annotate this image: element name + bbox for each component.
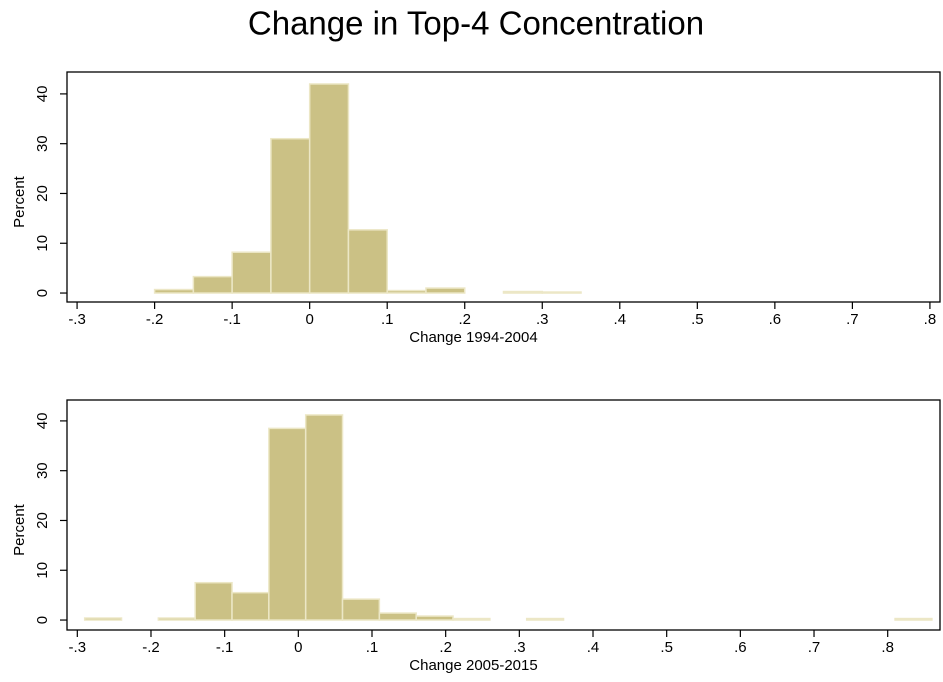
x-tick-label: .5 — [691, 311, 704, 328]
bar — [270, 137, 311, 294]
x-tick-label: .7 — [846, 311, 859, 328]
x-tick-label: .2 — [439, 639, 452, 656]
bar — [304, 414, 344, 621]
x-tick-label: .6 — [769, 311, 782, 328]
y-tick-label: 0 — [34, 289, 51, 297]
plot-frame — [66, 399, 941, 631]
x-axis-label: Change 1994-2004 — [409, 329, 537, 346]
bar — [231, 591, 270, 621]
y-tick-label: 10 — [34, 562, 51, 579]
x-tick-label: -.3 — [68, 311, 86, 328]
bar — [194, 581, 233, 621]
x-tick-label: .2 — [458, 311, 471, 328]
x-tick-label: .4 — [614, 311, 627, 328]
bar — [347, 229, 388, 294]
x-tick-label: .1 — [381, 311, 394, 328]
x-tick-label: .5 — [660, 639, 673, 656]
y-tick-label: 20 — [34, 512, 51, 529]
x-tick-label: .7 — [808, 639, 821, 656]
bar — [525, 617, 565, 621]
x-tick-label: .8 — [881, 639, 894, 656]
bar — [308, 83, 350, 294]
x-tick-label: .8 — [924, 311, 937, 328]
x-tick-label: .6 — [734, 639, 747, 656]
x-tick-label: -.2 — [146, 311, 164, 328]
bar — [378, 612, 417, 621]
bar — [153, 288, 195, 294]
x-tick-label: -.2 — [142, 639, 160, 656]
x-tick-label: .1 — [366, 639, 379, 656]
bar — [425, 287, 466, 294]
bar — [268, 427, 307, 621]
bar — [231, 251, 272, 294]
y-tick-label: 40 — [34, 86, 51, 103]
bar — [502, 290, 544, 294]
x-tick-label: .3 — [513, 639, 526, 656]
chart-title: Change in Top-4 Concentration — [248, 5, 704, 42]
bar — [415, 615, 454, 621]
y-tick-label: 30 — [34, 462, 51, 479]
x-tick-label: -.1 — [223, 311, 241, 328]
bar — [341, 598, 381, 621]
bar — [894, 617, 933, 621]
bar — [157, 617, 196, 621]
plot-frame — [66, 71, 941, 303]
x-axis-label: Change 2005-2015 — [409, 657, 537, 674]
bar — [452, 617, 491, 621]
y-axis-label: Percent — [11, 175, 28, 228]
x-tick-label: 0 — [306, 311, 314, 328]
x-tick-label: -.1 — [216, 639, 234, 656]
y-tick-label: 40 — [34, 413, 51, 430]
bar — [83, 617, 123, 621]
x-tick-label: -.3 — [69, 639, 87, 656]
y-axis-label: Percent — [11, 503, 28, 556]
bar — [541, 291, 582, 294]
x-tick-label: 0 — [294, 639, 302, 656]
y-tick-label: 10 — [34, 235, 51, 252]
y-tick-label: 30 — [34, 135, 51, 152]
x-tick-label: .4 — [587, 639, 600, 656]
bar — [386, 289, 427, 294]
y-tick-label: 0 — [34, 616, 51, 624]
y-tick-label: 20 — [34, 185, 51, 202]
x-tick-label: .3 — [536, 311, 549, 328]
bar — [192, 275, 233, 294]
